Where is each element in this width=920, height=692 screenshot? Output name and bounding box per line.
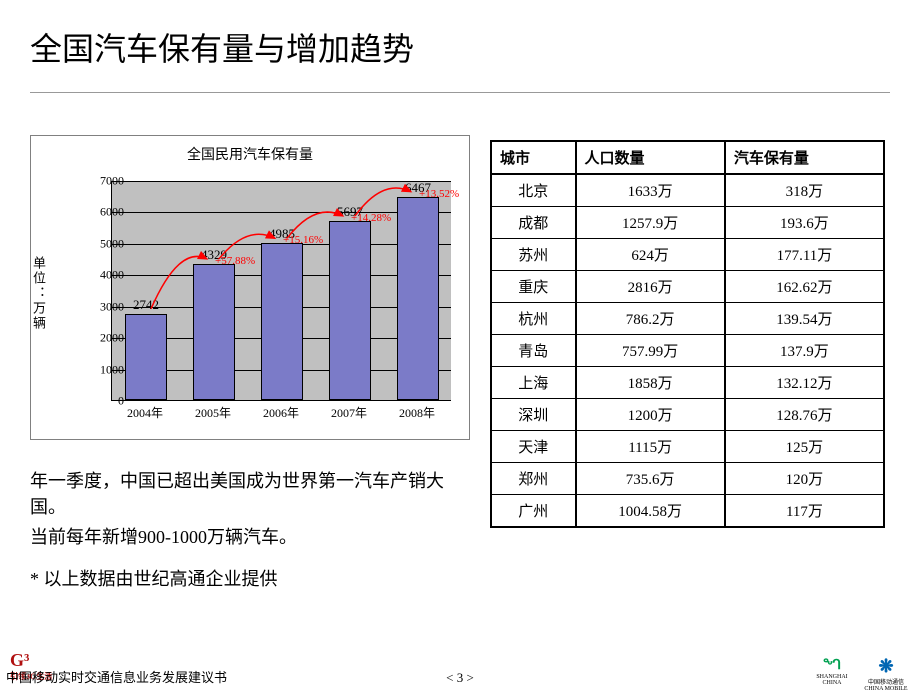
table-row: 青岛757.99万137.9万 [491,335,884,367]
table-body: 北京1633万318万成都1257.9万193.6万苏州624万177.11万重… [491,174,884,527]
table-cell: 117万 [725,495,884,528]
expo-icon: ᙰ [823,658,841,673]
x-tick-label: 2006年 [256,404,306,421]
y-tick-label: 3000 [84,299,124,314]
city-table: 城市人口数量汽车保有量 北京1633万318万成都1257.9万193.6万苏州… [490,140,885,528]
slide-title: 全国汽车保有量与增加趋势 [30,24,414,70]
table-row: 成都1257.9万193.6万 [491,207,884,239]
table-cell: 1115万 [576,431,725,463]
table-cell: 北京 [491,174,576,207]
footer-doc-title: 中国移动实时交通信息业务发展建议书 [6,667,227,686]
chart-bar: 2742 [125,314,167,400]
page-number: < 3 > [446,670,474,686]
chart-title: 全国民用汽车保有量 [31,144,469,164]
table-cell: 深圳 [491,399,576,431]
table-row: 郑州735.6万120万 [491,463,884,495]
x-tick-label: 2004年 [120,404,170,421]
table-header-row: 城市人口数量汽车保有量 [491,141,884,174]
table-cell: 1858万 [576,367,725,399]
x-tick-label: 2008年 [392,404,442,421]
bar-chart: 全国民用汽车保有量 单位：万辆 2742 4329 4985 5697 6467 0 10… [30,135,470,440]
growth-label: +57.88% [215,255,255,267]
table-cell: 318万 [725,174,884,207]
table-header-cell: 人口数量 [576,141,725,174]
table-cell: 757.99万 [576,335,725,367]
y-axis-label: 单位：万辆 [29,256,48,331]
chart-bar: 4329 [193,264,235,400]
growth-label: +14.28% [351,212,391,224]
table-cell: 786.2万 [576,303,725,335]
body-text: 年一季度，中国已超出美国成为世界第一汽车产销大国。 当前每年新增900-1000… [30,468,470,596]
x-tick-label: 2007年 [324,404,374,421]
table-cell: 128.76万 [725,399,884,431]
table-row: 杭州786.2万139.54万 [491,303,884,335]
title-underline [30,92,890,93]
expo-logo: ᙰ SHANGHAI CHINA [812,656,852,686]
cmcc-icon: ❋ [878,656,893,676]
x-tick-label: 2005年 [188,404,238,421]
chart-bar: 5697 [329,221,371,400]
table-row: 北京1633万318万 [491,174,884,207]
footer-right-logos: ᙰ SHANGHAI CHINA ❋ 中国移动通信 CHINA MOBILE [812,656,910,686]
table-header-cell: 汽车保有量 [725,141,884,174]
table-cell: 1200万 [576,399,725,431]
table-cell: 193.6万 [725,207,884,239]
table-cell: 郑州 [491,463,576,495]
table-cell: 177.11万 [725,239,884,271]
y-tick-label: 5000 [84,236,124,251]
y-tick-label: 1000 [84,362,124,377]
table-cell: 天津 [491,431,576,463]
chart-bar: 6467 [397,197,439,400]
body-line-2: 当前每年新增900-1000万辆汽车。 [30,524,470,550]
body-footnote: * 以上数据由世纪高通企业提供 [30,566,470,592]
table-row: 苏州624万177.11万 [491,239,884,271]
expo-caption: SHANGHAI CHINA [812,674,852,686]
table-cell: 735.6万 [576,463,725,495]
y-tick-label: 7000 [84,174,124,189]
table-row: 广州1004.58万117万 [491,495,884,528]
table-row: 深圳1200万128.76万 [491,399,884,431]
table-cell: 杭州 [491,303,576,335]
table-cell: 成都 [491,207,576,239]
growth-label: +15.16% [283,234,323,246]
y-tick-label: 6000 [84,205,124,220]
table-cell: 苏州 [491,239,576,271]
slide-footer: G³ 引领3G生活 中国移动实时交通信息业务发展建议书 < 3 > ᙰ SHAN… [0,648,920,690]
table-row: 上海1858万132.12万 [491,367,884,399]
table-cell: 1257.9万 [576,207,725,239]
table-cell: 青岛 [491,335,576,367]
table-cell: 137.9万 [725,335,884,367]
cmcc-logo: ❋ 中国移动通信 CHINA MOBILE [862,656,910,686]
y-tick-label: 4000 [84,268,124,283]
chart-bar: 4985 [261,243,303,400]
table-cell: 上海 [491,367,576,399]
table-header-cell: 城市 [491,141,576,174]
growth-label: +13.52% [419,188,459,200]
plot-area: 2742 4329 4985 5697 6467 [111,181,451,401]
table-cell: 120万 [725,463,884,495]
table-cell: 重庆 [491,271,576,303]
body-line-1: 年一季度，中国已超出美国成为世界第一汽车产销大国。 [30,468,470,520]
table-cell: 139.54万 [725,303,884,335]
table-cell: 624万 [576,239,725,271]
table-cell: 125万 [725,431,884,463]
table-cell: 132.12万 [725,367,884,399]
y-tick-label: 0 [84,394,124,409]
gridline [112,181,451,182]
table-cell: 1004.58万 [576,495,725,528]
table-cell: 广州 [491,495,576,528]
table-row: 重庆2816万162.62万 [491,271,884,303]
bar-value-label: 2742 [133,297,159,313]
table-cell: 2816万 [576,271,725,303]
table-row: 天津1115万125万 [491,431,884,463]
y-tick-label: 2000 [84,331,124,346]
table-cell: 1633万 [576,174,725,207]
table-cell: 162.62万 [725,271,884,303]
